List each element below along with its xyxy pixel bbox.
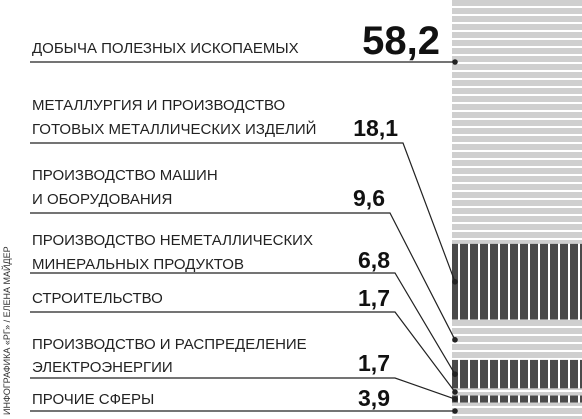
value-label: 1,7 — [358, 350, 390, 376]
leader-line — [30, 212, 456, 341]
value-label: 58,2 — [362, 19, 440, 63]
segment — [452, 402, 582, 419]
leader-dot — [452, 389, 458, 395]
category-label: МЕТАЛЛУРГИЯ И ПРОИЗВОДСТВО — [32, 97, 285, 114]
leader-line — [30, 272, 456, 375]
leader-dot — [452, 408, 458, 414]
category-label: ПРОИЗВОДСТВО И РАСПРЕДЕЛЕНИЕ — [32, 336, 307, 353]
category-label: МИНЕРАЛЬНЫХ ПРОДУКТОВ — [32, 256, 244, 273]
segment — [452, 243, 582, 320]
leader-dot — [452, 337, 458, 343]
leader-line — [30, 377, 456, 400]
segment — [452, 388, 582, 396]
category-label: СТРОИТЕЛЬСТВО — [32, 290, 163, 307]
leader-line — [30, 142, 456, 282]
segment — [452, 0, 582, 244]
segment — [452, 359, 582, 389]
value-label: 9,6 — [353, 185, 385, 211]
category-label: ГОТОВЫХ МЕТАЛЛИЧЕСКИХ ИЗДЕЛИЙ — [32, 120, 316, 138]
segment — [452, 395, 582, 403]
value-label: 3,9 — [358, 385, 390, 411]
leader-dot — [452, 371, 458, 377]
category-label: И ОБОРУДОВАНИЯ — [32, 191, 172, 208]
leader-line — [30, 311, 456, 393]
leader-dot — [452, 396, 458, 402]
leader-dot — [452, 278, 458, 285]
credit: ИНФОГРАФИКА «РГ» / ЕЛЕНА МАЙДЕР — [1, 246, 12, 415]
category-label: ЭЛЕКТРОЭНЕРГИИ — [32, 359, 173, 376]
category-label: ПРОЧИЕ СФЕРЫ — [32, 391, 154, 408]
leader-dot — [452, 59, 458, 65]
category-label: ДОБЫЧА ПОЛЕЗНЫХ ИСКОПАЕМЫХ — [32, 40, 299, 57]
category-label: ПРОИЗВОДСТВО НЕМЕТАЛЛИЧЕСКИХ — [32, 232, 313, 249]
value-label: 6,8 — [358, 247, 390, 273]
value-label: 18,1 — [353, 115, 398, 141]
segment — [452, 319, 582, 360]
category-label: ПРОИЗВОДСТВО МАШИН — [32, 167, 218, 184]
value-label: 1,7 — [358, 285, 390, 311]
